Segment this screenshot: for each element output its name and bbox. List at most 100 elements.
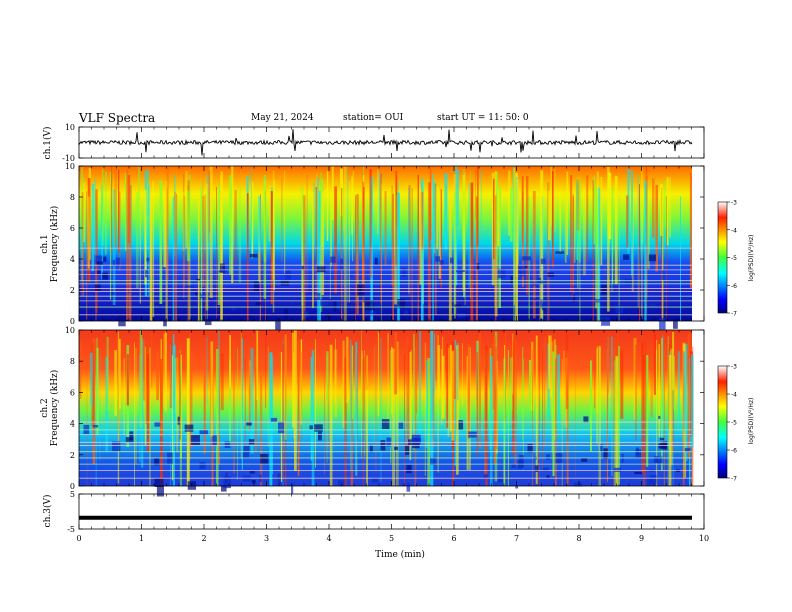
spectrogram-low-power-patch	[220, 263, 225, 273]
spectrogram-streak	[272, 170, 275, 313]
spectrogram-streak	[494, 195, 497, 321]
spectrogram-streak	[159, 180, 163, 304]
spectrogram-streak	[218, 361, 221, 465]
spectrogram-low-power-patch	[398, 422, 404, 429]
start-time-label: start UT = 11: 50: 0	[437, 113, 529, 123]
spectrogram-streak	[677, 351, 680, 428]
spectrogram-streak	[409, 351, 412, 461]
spectrogram-streak	[441, 349, 443, 425]
spectrogram-low-power-patch	[555, 251, 565, 254]
spectrogram-streak	[655, 184, 658, 272]
spectrogram-low-power-patch	[199, 430, 209, 435]
spectrogram-streak	[117, 331, 120, 484]
spectrogram-low-power-patch	[242, 452, 250, 459]
spectrogram-streak	[200, 179, 202, 236]
spectrogram-low-power-patch	[540, 258, 546, 265]
spectrogram-streak	[615, 356, 617, 481]
spectrogram-low-power-patch	[624, 278, 633, 286]
spectrogram-streak	[272, 357, 274, 475]
spectrogram-low-power-patch	[112, 441, 121, 452]
spectrogram-low-power-patch	[371, 477, 379, 483]
spectrogram-streak	[356, 194, 359, 314]
spectrogram-low-power-patch	[623, 254, 630, 260]
spectrogram-low-power-patch	[365, 307, 372, 316]
colorbar-gradient	[717, 201, 728, 314]
spectrogram-low-power-patch	[497, 268, 506, 279]
spectrogram-low-power-patch	[97, 269, 101, 275]
spectrogram-streak	[598, 188, 601, 321]
spectrogram-streak	[387, 333, 389, 426]
spectrogram-streak	[329, 187, 331, 299]
spectrogram-streak	[415, 338, 418, 414]
spectrogram-streak	[357, 353, 358, 480]
spectrogram-streak	[463, 188, 466, 298]
spectrogram-streak	[281, 178, 283, 262]
spectrogram-streak	[91, 183, 95, 272]
spectrogram-streak	[331, 166, 334, 220]
spectrogram-streak	[301, 352, 303, 442]
spectrogram-streak	[284, 171, 286, 274]
spectrogram-streak	[294, 330, 297, 471]
spectrogram-streak	[216, 186, 217, 321]
spectrogram-streak	[392, 193, 394, 320]
spectrogram-streak	[627, 168, 630, 254]
spectrogram-low-power-patch	[374, 257, 378, 265]
colorbar-tick-label: -6	[731, 448, 737, 455]
spectrogram-low-power-patch	[154, 421, 161, 427]
spectrogram-streak	[334, 349, 338, 418]
spectrogram-streak	[166, 167, 169, 280]
colorbar-tick-label: -3	[731, 364, 737, 371]
spectrogram-streak	[369, 168, 372, 277]
spectrogram-streak	[285, 331, 287, 486]
spectrogram-low-power-patch	[218, 270, 227, 273]
spectrogram-streak	[597, 196, 598, 253]
spectrogram-streak	[342, 340, 345, 428]
spectrogram-streak	[163, 192, 166, 268]
spectrogram-streak	[449, 345, 452, 432]
spectrogram-low-power-patch	[314, 424, 323, 432]
spectrogram-streak	[248, 346, 251, 430]
spectrogram-streak	[509, 357, 513, 410]
spectrogram-streak	[661, 338, 663, 472]
spectrogram-low-power-patch	[255, 302, 262, 306]
spectrogram-streak	[134, 342, 135, 486]
spectrogram-streak	[579, 190, 581, 321]
spectrogram-streak	[326, 355, 328, 463]
spectrogram-streak	[375, 339, 377, 470]
spectrogram-low-power-patch	[338, 480, 345, 487]
spectrogram-streak	[663, 180, 667, 228]
spectrogram-streak	[218, 331, 220, 435]
spectrogram-low-power-patch	[539, 280, 547, 285]
spectrogram-low-power-patch	[365, 300, 374, 311]
spectrogram-streak	[448, 191, 452, 321]
x-tick-label: 0	[76, 534, 81, 543]
spectrogram-streak	[656, 340, 658, 486]
spectrogram-streak	[384, 191, 387, 266]
spectrogram-streak	[455, 349, 457, 431]
spectrogram-streak	[335, 338, 336, 403]
spectrogram-low-power-patch	[103, 256, 107, 262]
spectrogram-streak	[282, 344, 284, 478]
spectrogram-streak	[454, 192, 456, 319]
spectrogram-streak	[434, 183, 437, 315]
spectrogram-low-power-patch	[454, 304, 462, 308]
spectrogram-streak	[505, 331, 506, 423]
spectrogram-streak	[313, 183, 316, 242]
spectrogram-streak	[444, 173, 448, 250]
spectrogram-streak	[462, 174, 465, 291]
spectrogram-low-power-patch	[248, 315, 254, 318]
page-title: VLF Spectra	[79, 111, 156, 125]
spectrogram-streak	[105, 357, 109, 451]
spectrogram-streak	[334, 186, 337, 294]
spectrogram-streak	[183, 173, 185, 299]
spectrogram-streak	[643, 354, 646, 486]
spectrogram-streak	[143, 340, 146, 401]
spectrogram-streak	[446, 343, 449, 428]
spectrogram-streak	[165, 181, 168, 321]
spectrogram-streak	[637, 174, 639, 308]
spectrogram-streak	[238, 187, 242, 283]
x-tick-label: 3	[264, 534, 269, 543]
spectrogram-streak	[156, 351, 159, 401]
spectrogram-streak	[662, 335, 664, 422]
spectrogram-low-power-patch	[543, 467, 549, 472]
